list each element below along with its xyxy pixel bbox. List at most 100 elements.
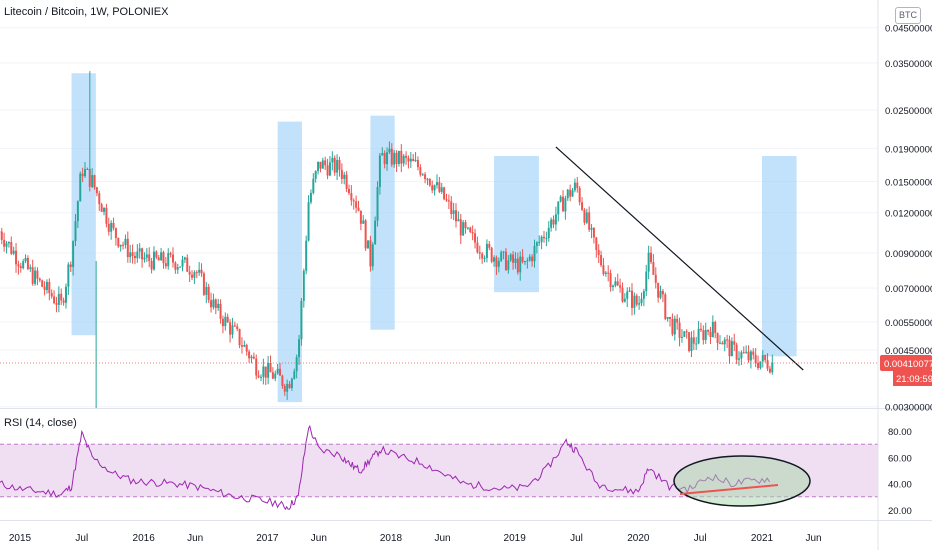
candle-76 [177, 264, 179, 274]
candle-189 [445, 194, 447, 202]
candle-94 [220, 299, 222, 323]
candle-151 [355, 195, 357, 213]
candle-144 [338, 157, 340, 177]
candle-202 [476, 237, 478, 254]
candle-278 [657, 283, 659, 303]
candle-232 [548, 221, 550, 242]
candle-44 [101, 203, 103, 212]
candle-63 [146, 248, 148, 262]
candle-81 [189, 266, 191, 282]
candle-19 [41, 280, 43, 288]
candle-154 [362, 215, 364, 224]
candle-132 [310, 189, 312, 204]
candle-56 [129, 245, 131, 263]
candle-108 [253, 353, 255, 360]
candle-53 [122, 242, 124, 250]
rsi-tick-label: 40.00 [888, 480, 912, 491]
candle-306 [724, 337, 726, 351]
time-label: Jul [694, 533, 707, 544]
candle-168 [396, 150, 398, 172]
candle-239 [564, 196, 566, 220]
candle-271 [641, 293, 643, 307]
candle-248 [586, 209, 588, 224]
candle-292 [690, 331, 692, 357]
candle-245 [579, 186, 581, 205]
candle-54 [124, 234, 126, 248]
candle-74 [172, 247, 174, 267]
candle-3 [3, 233, 5, 252]
candle-263 [621, 283, 623, 303]
candle-301 [712, 315, 714, 337]
time-label: Jun [311, 533, 327, 544]
rsi-tick-label: 60.00 [888, 453, 912, 464]
candle-77 [179, 266, 181, 267]
candle-300 [709, 327, 711, 344]
candle-171 [403, 154, 405, 166]
candle-42 [96, 187, 98, 196]
candle-150 [353, 198, 355, 209]
candle-302 [714, 321, 716, 338]
candle-30 [67, 262, 69, 295]
candle-12 [25, 254, 27, 263]
candle-117 [274, 370, 276, 381]
candle-235 [555, 207, 557, 231]
candle-234 [553, 215, 555, 227]
candle-201 [474, 229, 476, 249]
candle-273 [645, 265, 647, 296]
candle-191 [450, 196, 452, 219]
candle-91 [212, 294, 214, 310]
candle-135 [317, 161, 319, 174]
candle-199 [469, 227, 471, 233]
candle-311 [736, 343, 738, 364]
candle-110 [258, 370, 260, 378]
candle-174 [410, 152, 412, 168]
time-label: 2016 [133, 533, 156, 544]
candle-205 [484, 255, 486, 262]
candle-62 [143, 252, 145, 262]
candle-291 [688, 332, 690, 352]
candle-323 [764, 355, 766, 363]
candle-184 [434, 185, 436, 196]
time-label: Jul [75, 533, 88, 544]
current-price-label: 0.00410077 [884, 359, 932, 370]
candle-13 [27, 255, 29, 270]
candle-243 [574, 179, 576, 193]
candle-187 [441, 183, 443, 194]
candle-134 [315, 170, 317, 182]
candle-299 [707, 329, 709, 335]
candle-247 [583, 208, 585, 225]
candle-47 [108, 218, 110, 236]
candle-79 [184, 257, 186, 263]
candle-231 [545, 232, 547, 246]
candle-298 [705, 323, 707, 344]
currency-badge[interactable]: BTC [895, 7, 921, 24]
candle-326 [771, 355, 773, 375]
candle-296 [700, 323, 702, 332]
candle-293 [693, 330, 695, 350]
candle-240 [567, 189, 569, 201]
candle-113 [265, 366, 267, 385]
candle-14 [29, 264, 31, 272]
candle-142 [334, 155, 336, 176]
candle-96 [224, 312, 226, 330]
candle-109 [255, 355, 257, 380]
price-tick-label: 0.01200000 [885, 209, 932, 220]
rsi-tick-label: 80.00 [888, 427, 912, 438]
time-label: Jun [187, 533, 203, 544]
candle-236 [557, 201, 559, 221]
price-tick-label: 0.00300000 [885, 403, 932, 414]
candle-49 [113, 218, 115, 231]
candle-198 [467, 227, 469, 230]
candle-141 [331, 151, 333, 170]
highlight-box-4 [494, 156, 539, 292]
candle-45 [103, 207, 105, 215]
candle-188 [443, 187, 445, 201]
candle-16 [34, 267, 36, 286]
candle-233 [550, 217, 552, 231]
candle-57 [132, 244, 134, 263]
candle-269 [636, 294, 638, 307]
candle-129 [303, 269, 305, 308]
candle-190 [448, 194, 450, 209]
candle-153 [360, 211, 362, 231]
